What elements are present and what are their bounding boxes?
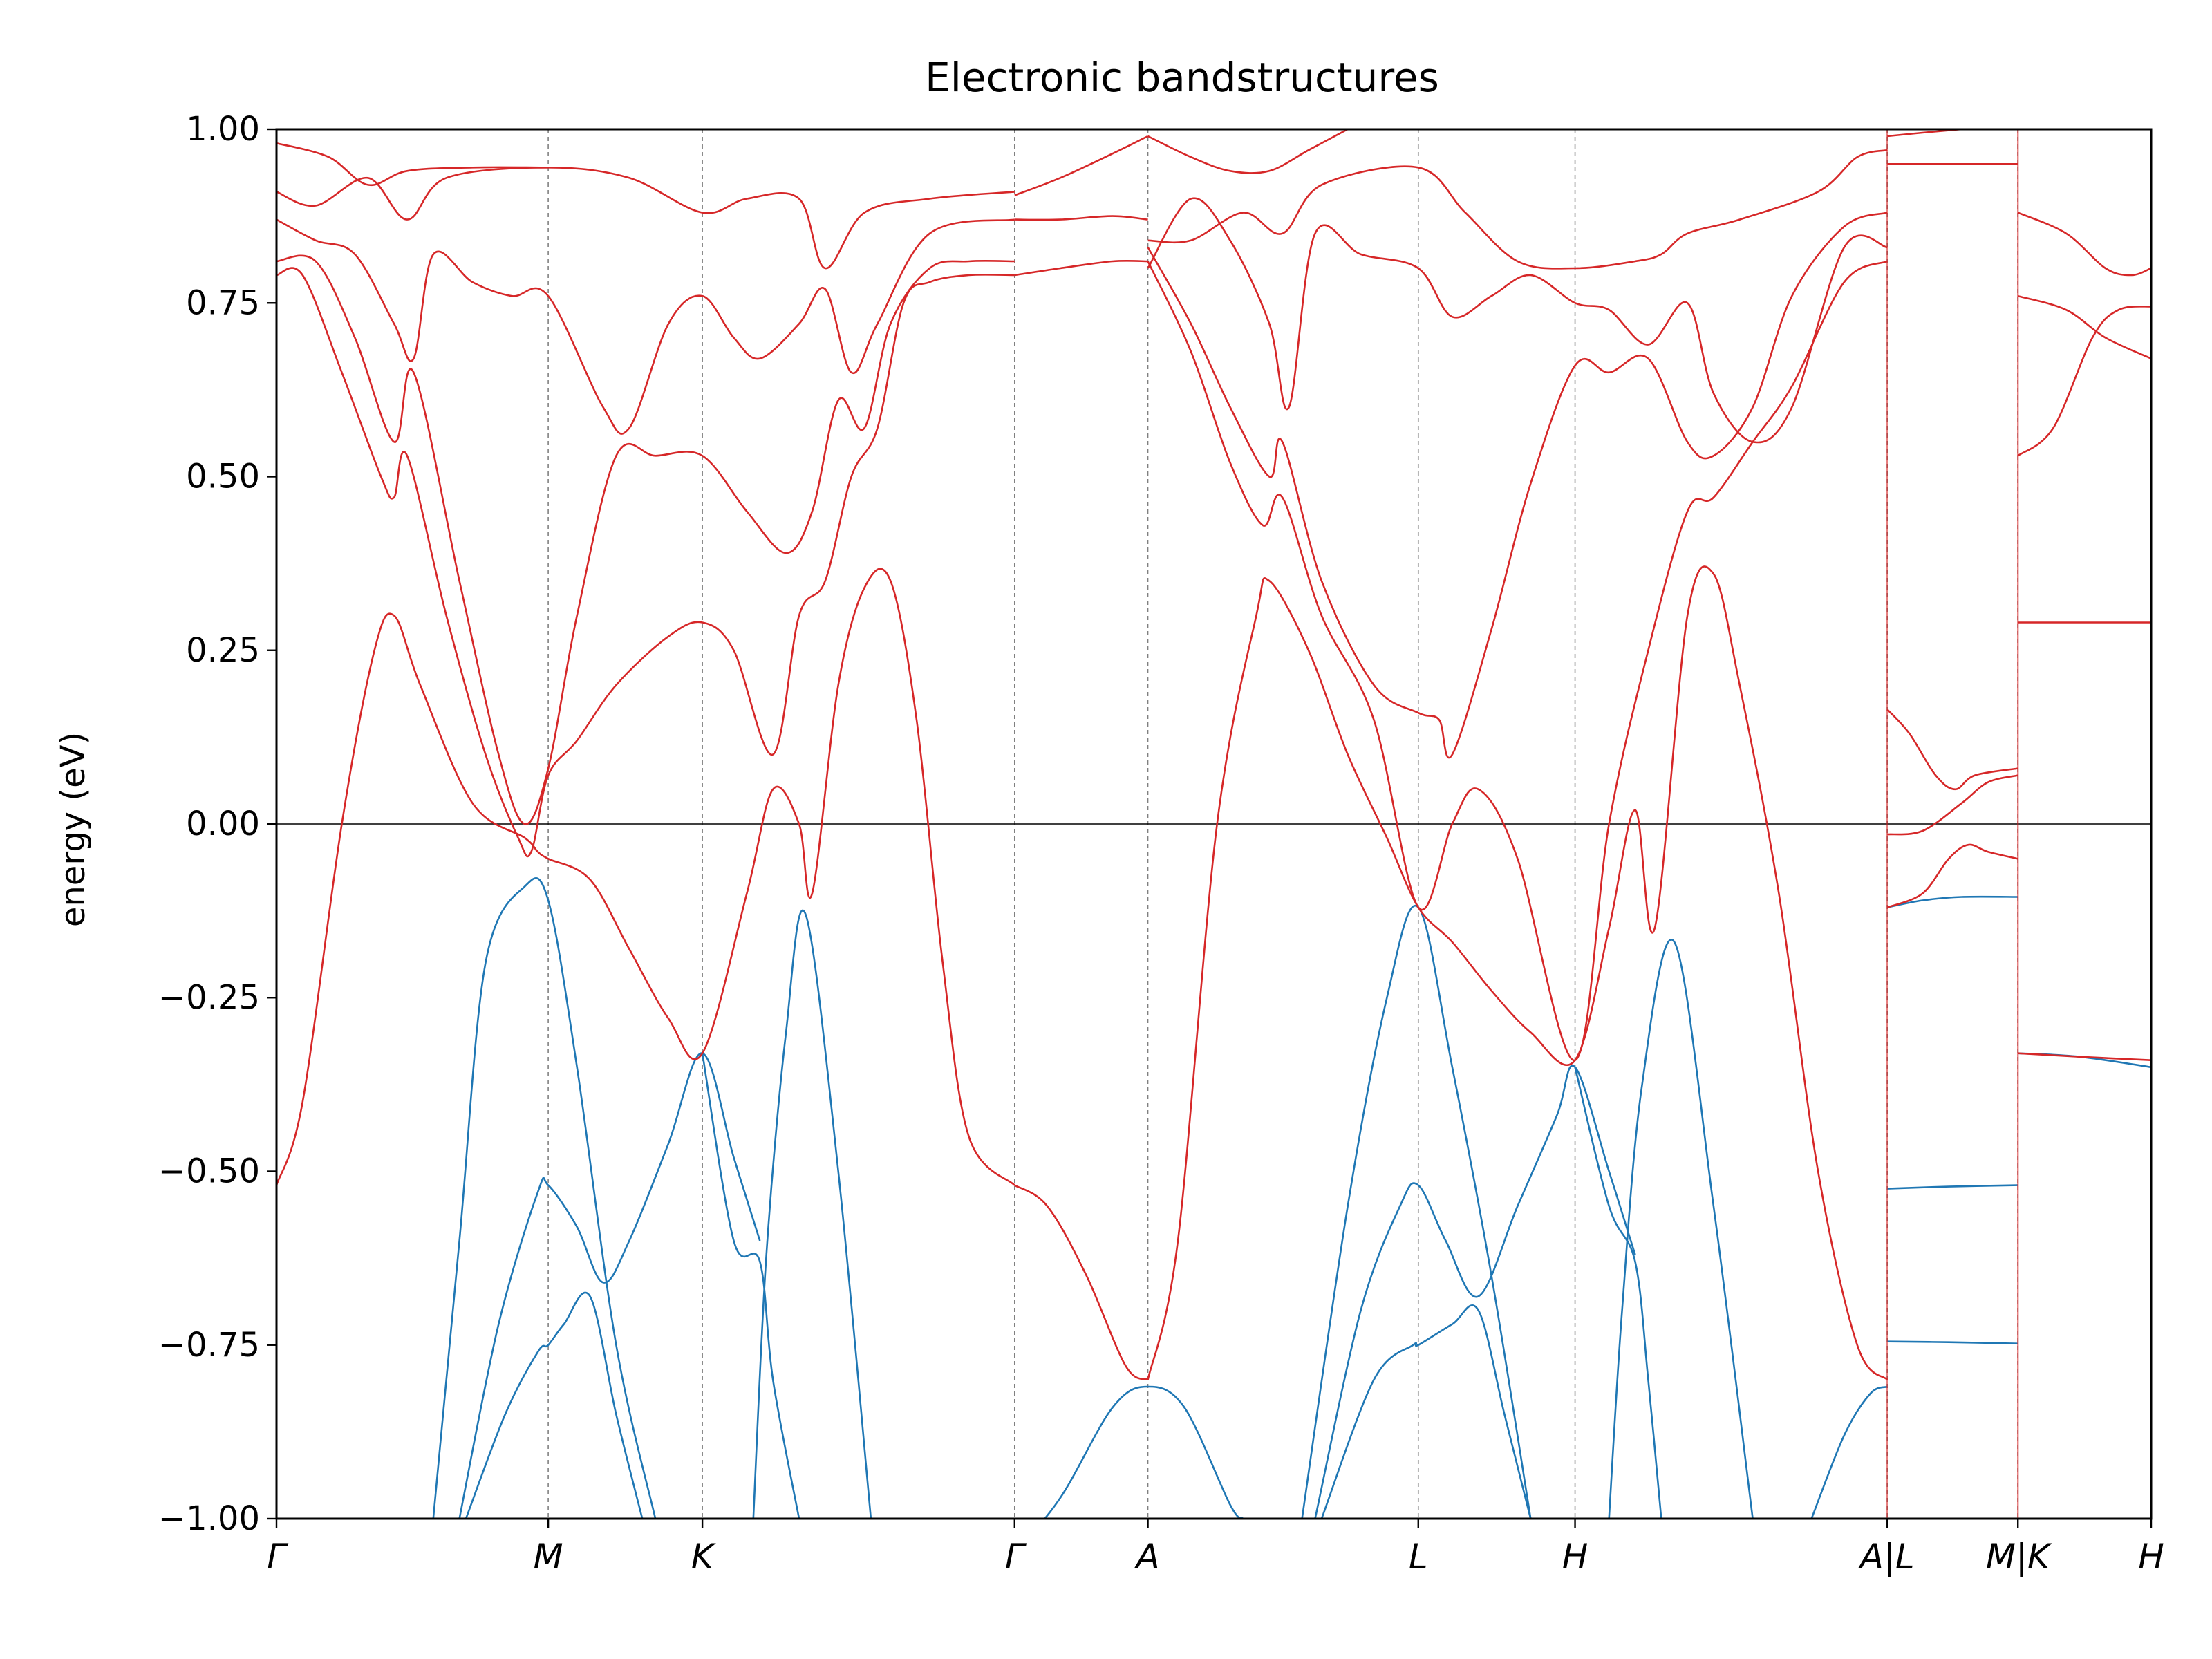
x-tick-label-9: H: [2138, 1537, 2164, 1577]
conduction-band-19: [276, 218, 1015, 435]
conduction-band-28: [1147, 212, 1888, 759]
conduction-band-34: [1886, 843, 2018, 908]
x-tick-label-2: K: [691, 1537, 717, 1577]
valence-band-9: [1574, 1067, 1662, 1519]
conduction-band-21: [276, 142, 549, 187]
valence-band-8: [1320, 1304, 1532, 1519]
chart-title: Electronic bandstructures: [925, 54, 1439, 101]
x-tick-label-5: L: [1409, 1537, 1428, 1577]
y-axis-ticks: −1.00 −0.75 −0.50 −0.25 0.00 0.25 0.50 0.75 1.00: [158, 110, 276, 1538]
x-tick-label-4: A: [1134, 1537, 1159, 1577]
y-tick-label-8: 1.00: [186, 110, 260, 149]
valence-band-14: [1887, 1340, 2018, 1344]
valence-band-4: [752, 909, 872, 1519]
x-tick-label-1: M: [534, 1537, 563, 1577]
y-axis-label: energy (eV): [54, 732, 93, 927]
y-tick-label-5: 0.25: [186, 631, 260, 670]
valence-band-10: [1608, 939, 1754, 1519]
y-tick-label-2: −0.50: [158, 1152, 260, 1191]
x-tick-label-7: A|L: [1858, 1537, 1915, 1577]
conduction-band-16: [276, 568, 1015, 1186]
x-tick-label-8: M|K: [1986, 1537, 2053, 1577]
conduction-band-20: [276, 167, 1015, 270]
valence-band-5: [1043, 1385, 1244, 1519]
conduction-band-41: [2017, 212, 2151, 276]
y-tick-label-6: 0.50: [186, 458, 260, 496]
valence-band-1: [458, 1052, 761, 1519]
conduction-band-32: [1886, 709, 2018, 791]
conduction-band-17: [276, 267, 1015, 858]
conduction-band-39: [2017, 305, 2151, 457]
x-tick-label-6: H: [1562, 1537, 1588, 1577]
y-tick-label-1: −0.75: [158, 1326, 260, 1365]
valence-band-12: [1886, 895, 2018, 908]
valence-band-15: [2018, 1052, 2151, 1069]
y-tick-label-0: −1.00: [158, 1499, 260, 1538]
band-series: [276, 129, 2151, 1519]
conduction-band-25: [1014, 135, 1149, 196]
conduction-band-38: [2018, 1052, 2151, 1061]
valence-band-13: [1887, 1184, 2018, 1190]
conduction-band-22: [1014, 1184, 1149, 1381]
conduction-band-24: [1014, 215, 1148, 221]
conduction-band-40: [2017, 294, 2151, 359]
conduction-band-29: [1147, 197, 1888, 444]
valence-band-2: [465, 1291, 644, 1519]
valence-band-0: [432, 877, 657, 1519]
y-tick-label-3: −0.25: [158, 978, 260, 1017]
x-tick-label-0: Γ: [267, 1537, 289, 1577]
valence-band-7: [1314, 1065, 1636, 1519]
conduction-band-30: [1147, 149, 1888, 270]
y-tick-label-7: 0.75: [186, 283, 260, 322]
conduction-band-23: [1014, 259, 1148, 276]
x-tick-label-3: Γ: [1005, 1537, 1027, 1577]
y-tick-label-4: 0.00: [186, 805, 260, 843]
conduction-band-33: [1887, 774, 2018, 836]
conduction-band-18: [276, 254, 1015, 825]
valence-band-11: [1810, 1385, 1888, 1519]
conduction-band-26: [1147, 565, 1888, 1380]
valence-band-3: [701, 1053, 800, 1519]
conduction-band-31: [1147, 129, 1349, 174]
conduction-band-27: [1147, 260, 1888, 1062]
x-axis-ticks: Γ M K Γ A L H A|L M|K H: [267, 1519, 2164, 1577]
